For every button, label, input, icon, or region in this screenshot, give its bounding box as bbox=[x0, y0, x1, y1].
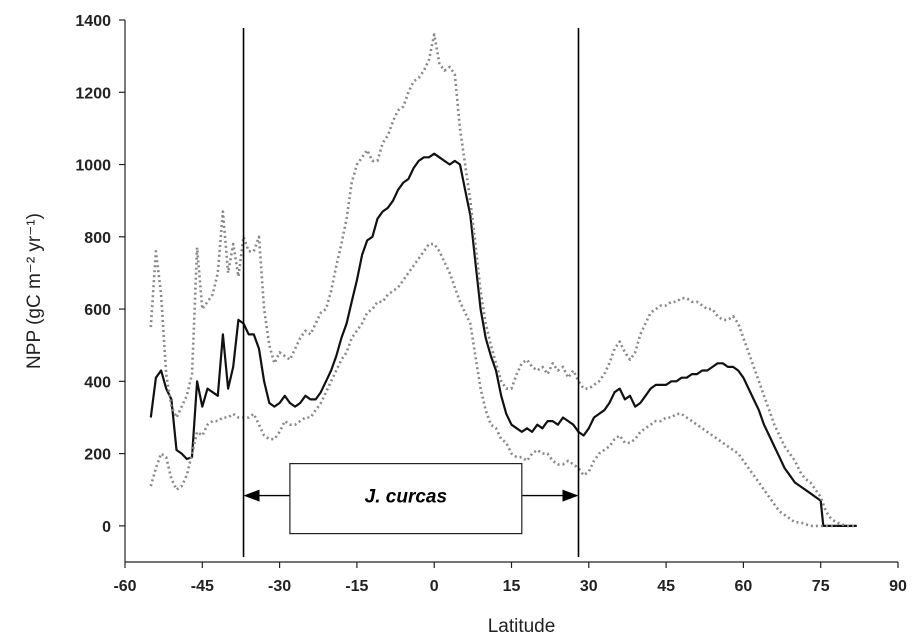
annotation-box bbox=[289, 463, 523, 535]
arrow-head-right bbox=[562, 489, 579, 502]
x-tick-label: 45 bbox=[657, 578, 675, 595]
y-tick-label: 600 bbox=[84, 302, 111, 319]
y-axis-title: NPP (gC m⁻² yr⁻¹) bbox=[24, 213, 45, 369]
y-tick-label: 800 bbox=[84, 230, 111, 247]
y-tick-label: 1400 bbox=[75, 13, 111, 30]
x-axis-title: Latitude bbox=[488, 616, 556, 637]
y-axis: 0 200 400 600 800 1000 1200 1400 bbox=[75, 13, 126, 562]
x-tick-label: 0 bbox=[430, 578, 439, 595]
y-tick-label: 1000 bbox=[75, 158, 111, 175]
y-tick-label: 0 bbox=[102, 519, 111, 536]
x-tick-label: -45 bbox=[191, 578, 214, 595]
y-tick-label: 400 bbox=[84, 374, 111, 391]
series-layer bbox=[149, 33, 857, 528]
y-tick-label: 1200 bbox=[75, 85, 111, 102]
x-tick-label: -15 bbox=[345, 578, 368, 595]
annotation-range: J. curcas bbox=[243, 463, 579, 535]
x-tick-label: -30 bbox=[268, 578, 291, 595]
y-tick-label: 200 bbox=[84, 447, 111, 464]
x-tick-label: -60 bbox=[113, 578, 136, 595]
x-tick-label: 15 bbox=[503, 578, 521, 595]
vertical-lines bbox=[242, 28, 580, 557]
arrow-head-left bbox=[243, 489, 260, 502]
x-tick-label: 75 bbox=[812, 578, 830, 595]
series-line-mean bbox=[149, 152, 857, 527]
annotation-label: J. curcas bbox=[365, 487, 447, 508]
x-tick-label: 30 bbox=[580, 578, 598, 595]
x-axis: -60 -45 -30 -15 0 15 30 45 60 75 90 bbox=[113, 561, 907, 595]
x-tick-label: 90 bbox=[889, 578, 907, 595]
series-line-dotted-1 bbox=[149, 33, 857, 528]
x-tick-label: 60 bbox=[735, 578, 753, 595]
